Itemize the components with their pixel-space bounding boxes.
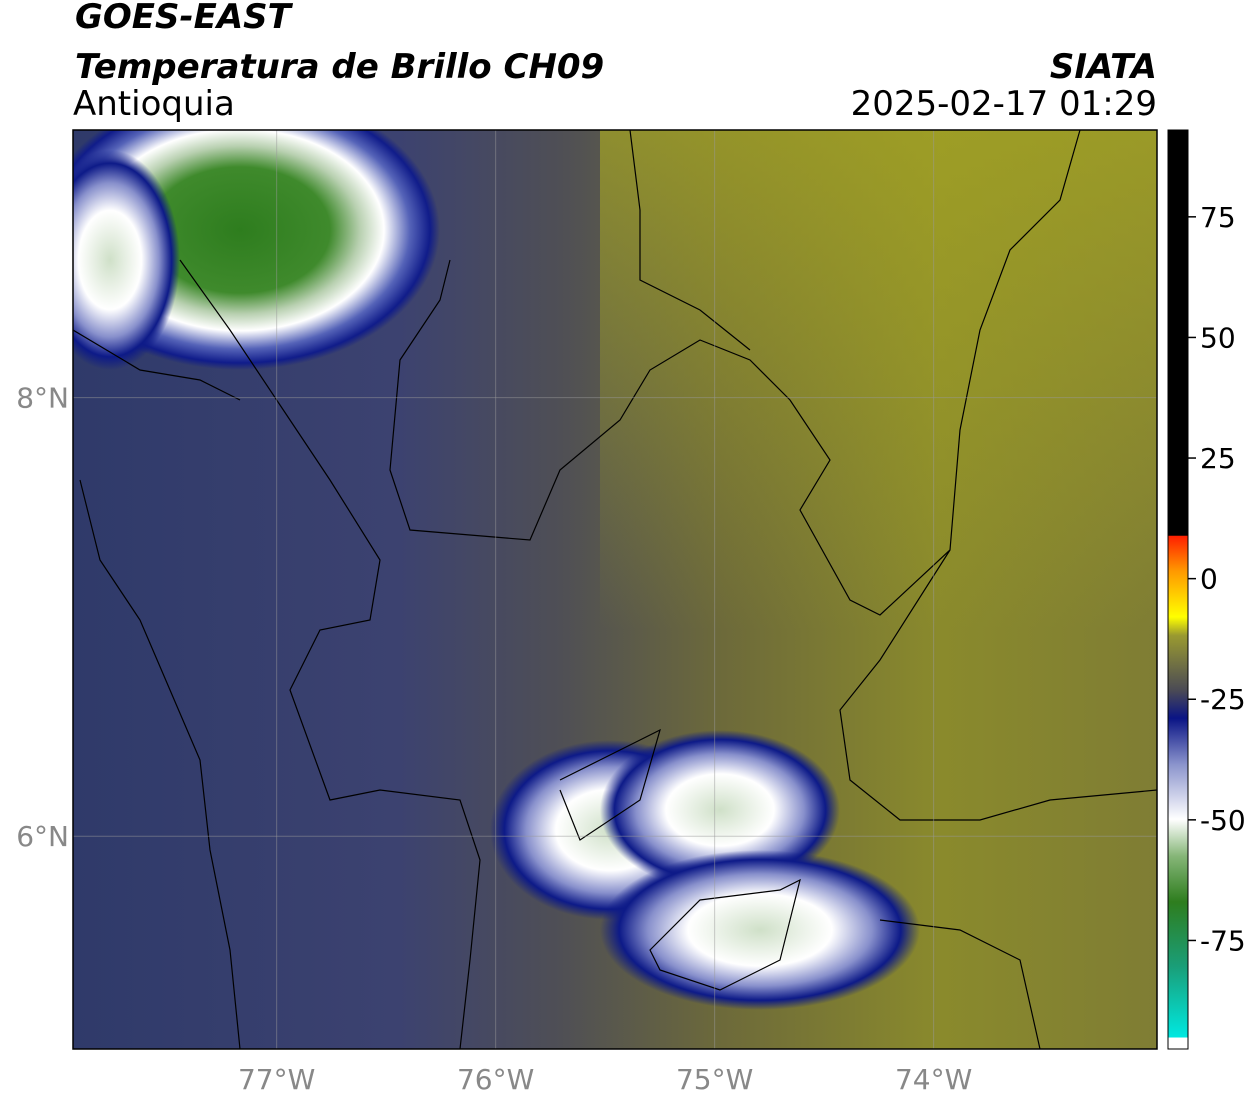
region: Antioquia bbox=[73, 84, 235, 124]
colorbar bbox=[1167, 129, 1189, 1050]
x-tick-label: 77°W bbox=[238, 1063, 315, 1096]
y-tick-label: 8°N bbox=[16, 382, 69, 415]
colorbar-tick-label: 0 bbox=[1200, 563, 1218, 596]
source: SIATA bbox=[1050, 47, 1157, 87]
plot-frame bbox=[72, 129, 1158, 1050]
colorbar-tick-label: 25 bbox=[1200, 442, 1236, 475]
colorbar-tick-label: 50 bbox=[1200, 321, 1236, 354]
x-tick-label: 74°W bbox=[895, 1063, 972, 1096]
x-tick-label: 75°W bbox=[676, 1063, 753, 1096]
colorbar-tick-label: -50 bbox=[1200, 804, 1246, 837]
map-image bbox=[73, 130, 1157, 1049]
colorbar-tick-label: 75 bbox=[1200, 201, 1236, 234]
datetime: 2025-02-17 01:29 bbox=[851, 84, 1157, 124]
x-tick-label: 76°W bbox=[457, 1063, 534, 1096]
colorbar-tick-label: -25 bbox=[1200, 683, 1246, 716]
y-tick-label: 6°N bbox=[16, 820, 69, 853]
subtitle: Temperatura de Brillo CH09 bbox=[75, 47, 604, 87]
title: GOES-EAST bbox=[75, 0, 294, 37]
colorbar-tick-label: -75 bbox=[1200, 924, 1246, 957]
